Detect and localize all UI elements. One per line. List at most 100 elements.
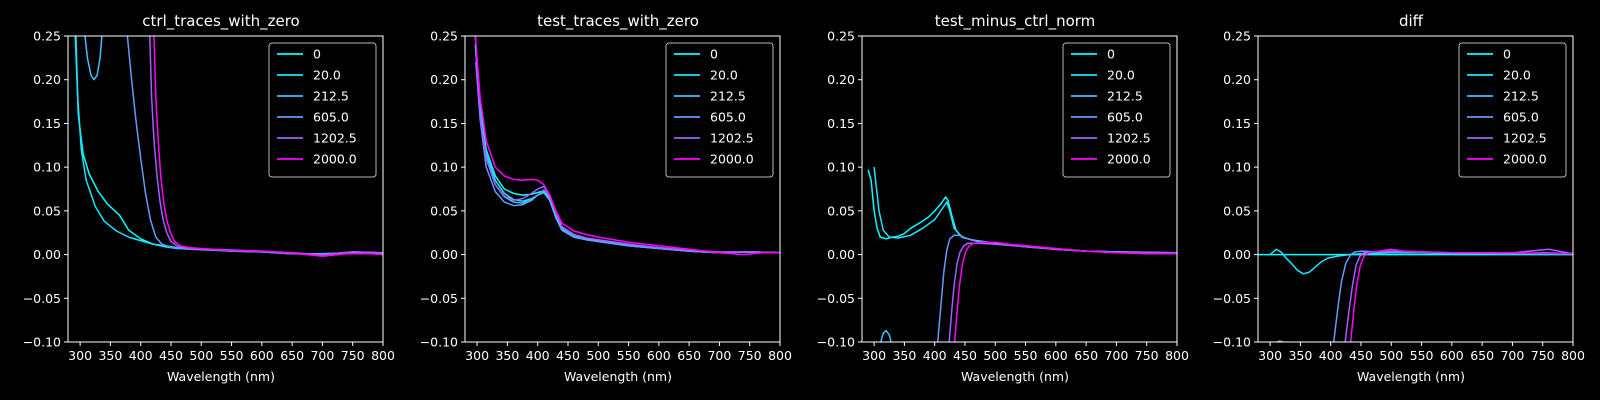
subplot-title: ctrl_traces_with_zero [142,12,299,31]
y-tick-label: 0.15 [33,116,61,131]
y-tick-label: 0.20 [33,72,61,87]
subplot-1: ctrl_traces_with_zero Wavelength (nm) 30… [23,12,395,384]
y-tick-label: −0.05 [1213,291,1251,306]
x-tick-label: 550 [1410,348,1434,363]
y-tick-label: −0.05 [420,291,458,306]
y-tick-label: −0.05 [817,291,855,306]
series-line-212.5 [880,329,892,342]
x-tick-label: 800 [1165,348,1189,363]
legend-entry: 1202.5 [1503,131,1547,146]
x-axis-label: Wavelength (nm) [564,369,672,384]
series-line-212.5 [84,36,103,81]
x-tick-label: 500 [983,348,1007,363]
x-tick-label: 450 [953,348,977,363]
x-tick-label: 700 [1104,348,1128,363]
y-tick-label: 0.10 [33,160,61,175]
x-axis-label: Wavelength (nm) [167,369,275,384]
x-tick-label: 750 [1531,348,1555,363]
y-tick-label: 0.10 [1223,160,1251,175]
x-axis-label: Wavelength (nm) [1357,369,1465,384]
legend-entry: 20.0 [313,68,341,83]
legend-entry: 0 [1503,47,1511,62]
y-tick-label: 0.25 [827,29,855,44]
x-tick-label: 400 [526,348,550,363]
y-tick-label: −0.10 [1213,335,1251,350]
x-tick-label: 600 [647,348,671,363]
y-tick-label: 0.05 [827,203,855,218]
x-tick-label: 600 [1044,348,1068,363]
subplot-title: diff [1399,12,1424,30]
x-tick-label: 650 [1074,348,1098,363]
x-tick-label: 600 [250,348,274,363]
axes-frame [464,35,781,343]
y-tick-label: 0.05 [1223,203,1251,218]
x-tick-label: 700 [1500,348,1524,363]
y-tick-label: 0.00 [430,247,458,262]
series-line-2000.0 [953,241,1177,342]
x-tick-label: 500 [189,348,213,363]
subplot-4: diff Wavelength (nm) 300 350 400 450 500 550 6… [1213,12,1585,384]
legend: 0 20.0 212.5 605.0 1202.5 2000.0 [1062,42,1171,178]
y-tick-label: 0.00 [827,247,855,262]
x-tick-label: 650 [280,348,304,363]
y-tick-label: −0.10 [23,335,61,350]
x-tick-label: 550 [617,348,641,363]
axes-frame [861,35,1178,343]
y-tick-label: 0.10 [430,160,458,175]
x-tick-label: 350 [1288,348,1312,363]
series-line-2000.0 [153,36,383,258]
legend-entry: 0 [1107,47,1115,62]
y-tick-label: 0.05 [33,203,61,218]
x-axis-label: Wavelength (nm) [961,369,1069,384]
legend-entry: 20.0 [1107,68,1135,83]
legend-entry: 605.0 [313,110,349,125]
subplot-2: test_traces_with_zero Wavelength (nm) 30… [420,12,792,384]
subplot-title: test_traces_with_zero [537,12,699,31]
plot-area [1258,248,1573,342]
legend-entry: 605.0 [1503,110,1539,125]
legend: 0 20.0 212.5 605.0 1202.5 2000.0 [1458,42,1567,178]
legend-entry: 212.5 [1107,89,1143,104]
x-tick-label: 650 [1470,348,1494,363]
x-tick-label: 300 [1258,348,1282,363]
legend-entry: 0 [313,47,321,62]
y-tick-label: 0.25 [33,29,61,44]
series-line-2000.0 [474,36,780,256]
x-tick-label: 350 [892,348,916,363]
legend-entry: 2000.0 [710,152,754,167]
legend-box [1458,42,1567,178]
legend-entry: 605.0 [1107,110,1143,125]
x-tick-label: 450 [556,348,580,363]
axes-frame [67,35,384,343]
plot-area [74,36,383,258]
legend-entry: 1202.5 [1107,131,1151,146]
legend-box [268,42,377,178]
plot-area [474,36,780,256]
x-tick-label: 750 [1135,348,1159,363]
legend-entry: 212.5 [313,89,349,104]
x-tick-label: 450 [159,348,183,363]
x-tick-label: 800 [371,348,395,363]
x-tick-label: 400 [129,348,153,363]
legend-box [665,42,774,178]
y-tick-label: 0.20 [827,72,855,87]
legend-entry: 605.0 [710,110,746,125]
subplot-title: test_minus_ctrl_norm [935,12,1096,31]
y-tick-label: 0.20 [430,72,458,87]
legend-entry: 2000.0 [313,152,357,167]
y-tick-label: 0.00 [1223,247,1251,262]
x-tick-label: 400 [1319,348,1343,363]
x-tick-label: 450 [1349,348,1373,363]
axes-frame [1257,35,1574,343]
x-tick-label: 500 [586,348,610,363]
legend: 0 20.0 212.5 605.0 1202.5 2000.0 [665,42,774,178]
x-tick-label: 400 [923,348,947,363]
y-tick-label: 0.20 [1223,72,1251,87]
x-tick-label: 300 [862,348,886,363]
y-tick-label: 0.10 [827,160,855,175]
legend-entry: 1202.5 [710,131,754,146]
legend-entry: 1202.5 [313,131,357,146]
series-line-2000.0 [1349,248,1573,342]
x-tick-label: 750 [341,348,365,363]
